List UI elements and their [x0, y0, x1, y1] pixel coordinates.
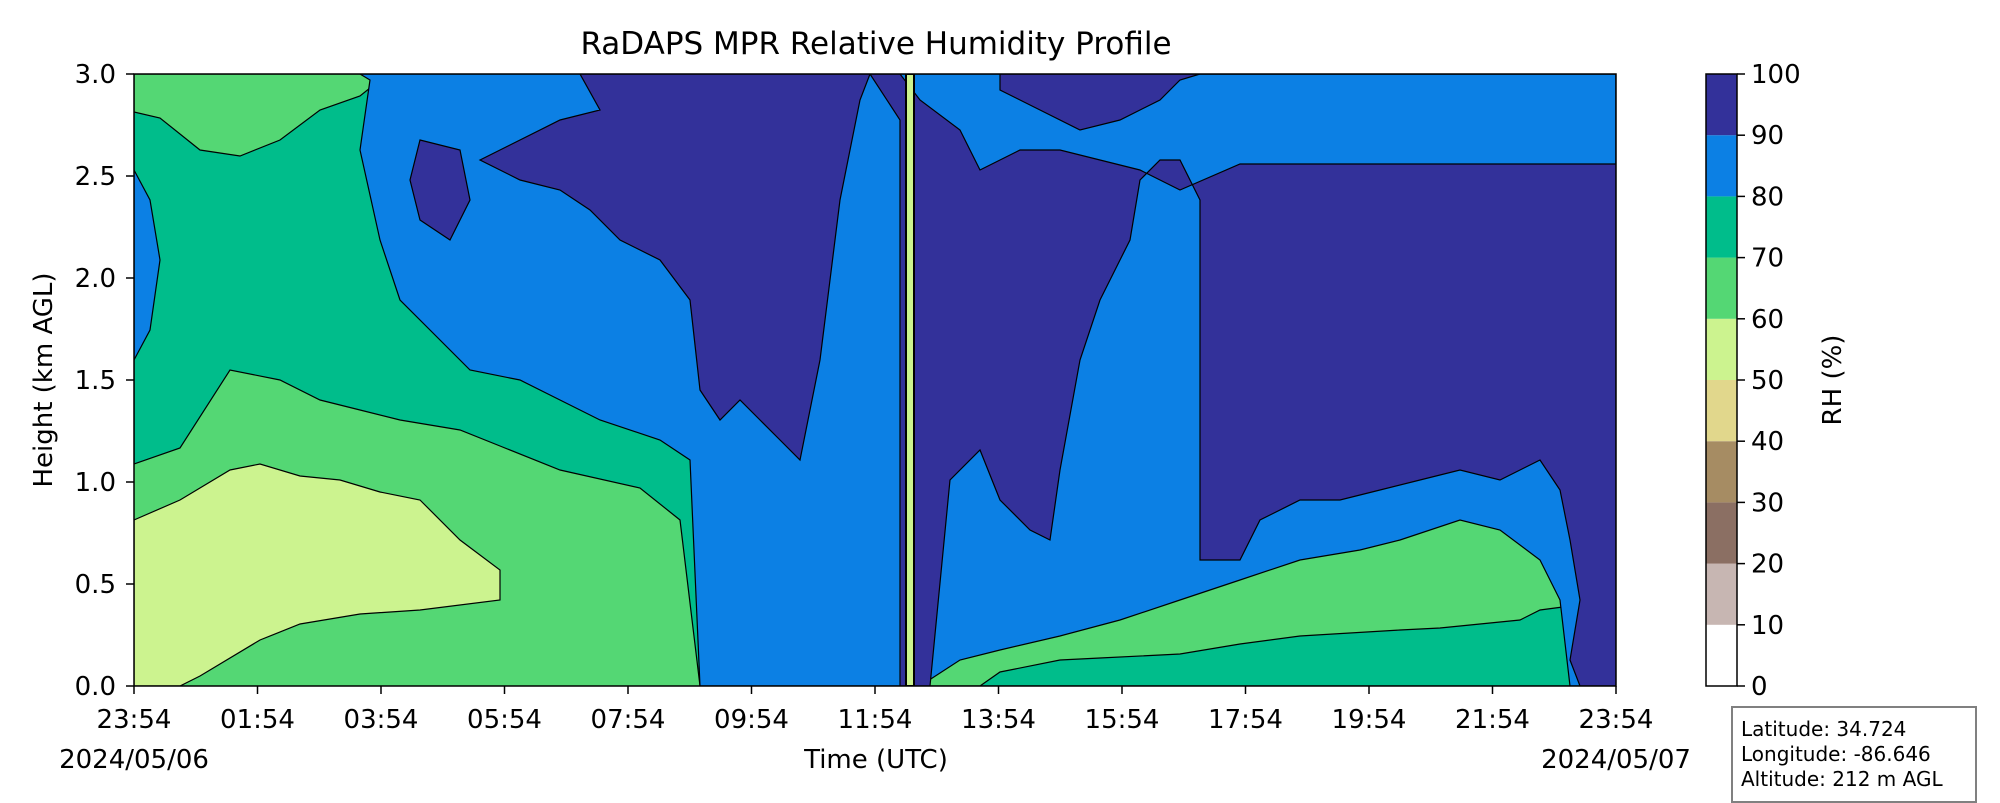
- colorbar-segment: [1706, 318, 1737, 380]
- colorbar-tick-label: 70: [1751, 244, 1784, 274]
- latitude-text: Latitude: 34.724: [1741, 717, 1907, 741]
- x-tick-label: 15:54: [1085, 705, 1160, 735]
- y-axis-label: Height (km AGL): [29, 272, 59, 487]
- colorbar-segment: [1706, 624, 1737, 686]
- colorbar-segments: [1706, 74, 1737, 686]
- colorbar-tick-label: 50: [1751, 366, 1784, 396]
- x-tick-label: 03:54: [344, 705, 419, 735]
- x-tick-label: 05:54: [467, 705, 542, 735]
- y-tick-label: 1.0: [75, 468, 116, 498]
- colorbar-segment: [1706, 196, 1737, 258]
- contour-field: [134, 74, 1616, 686]
- colorbar-tick-label: 20: [1751, 550, 1784, 580]
- colorbar-tick-label: 0: [1751, 672, 1768, 702]
- x-tick-label: 13:54: [961, 705, 1036, 735]
- y-axis: 0.0 0.5 1.0 1.5 2.0 2.5 3.0 Height (km A…: [29, 60, 134, 702]
- rh-band-narrow: [905, 74, 915, 686]
- x-tick-label: 19:54: [1332, 705, 1407, 735]
- x-tick-label: 21:54: [1455, 705, 1530, 735]
- colorbar-tick-label: 60: [1751, 305, 1784, 335]
- colorbar-label: RH (%): [1818, 335, 1848, 426]
- x-start-date: 2024/05/06: [59, 745, 209, 775]
- x-tick-label: 23:54: [1579, 705, 1654, 735]
- colorbar-ticks: 0 10 20 30 40 50 60 70 80 90 100: [1737, 60, 1801, 702]
- colorbar-segment: [1706, 441, 1737, 503]
- y-tick-label: 2.0: [75, 264, 116, 294]
- rh-region-moist-aloft: [478, 74, 1616, 686]
- x-tick-label: 09:54: [714, 705, 789, 735]
- altitude-text: Altitude: 212 m AGL: [1741, 767, 1943, 791]
- colorbar: 0 10 20 30 40 50 60 70 80 90 100 RH (%): [1705, 60, 1848, 702]
- rh-region-dry-surface: [134, 463, 501, 686]
- x-axis-label: Time (UTC): [803, 745, 948, 775]
- colorbar-tick-label: 30: [1751, 488, 1784, 518]
- colorbar-tick-label: 40: [1751, 427, 1784, 457]
- y-tick-label: 2.5: [75, 162, 116, 192]
- y-ticks: [126, 73, 134, 687]
- colorbar-segment: [1706, 563, 1737, 625]
- colorbar-tick-label: 10: [1751, 611, 1784, 641]
- x-ticks: [133, 686, 1617, 694]
- chart-title: RaDAPS MPR Relative Humidity Profile: [580, 26, 1171, 62]
- colorbar-tick-label: 80: [1751, 182, 1784, 212]
- rh-region-moist-patch: [409, 139, 471, 241]
- x-end-date: 2024/05/07: [1541, 745, 1691, 775]
- x-tick-label: 07:54: [591, 705, 666, 735]
- x-axis: 23:54 01:54 03:54 05:54 07:54 09:54 11:5…: [59, 686, 1691, 775]
- station-info-box: Latitude: 34.724 Longitude: -86.646 Alti…: [1731, 706, 1977, 803]
- x-tick-label: 17:54: [1208, 705, 1283, 735]
- colorbar-tick-label: 100: [1751, 60, 1801, 90]
- y-tick-label: 1.5: [75, 366, 116, 396]
- longitude-text: Longitude: -86.646: [1741, 742, 1931, 766]
- colorbar-segment: [1706, 74, 1737, 136]
- colorbar-tick-label: 90: [1751, 121, 1784, 151]
- y-tick-label: 0.0: [75, 672, 116, 702]
- y-tick-label: 3.0: [75, 60, 116, 90]
- colorbar-segment: [1706, 502, 1737, 564]
- x-tick-label: 23:54: [97, 705, 172, 735]
- x-tick-label: 01:54: [220, 705, 295, 735]
- x-tick-label: 11:54: [838, 705, 913, 735]
- colorbar-segment: [1706, 135, 1737, 197]
- colorbar-segment: [1706, 257, 1737, 319]
- colorbar-segment: [1706, 380, 1737, 442]
- y-tick-label: 0.5: [75, 570, 116, 600]
